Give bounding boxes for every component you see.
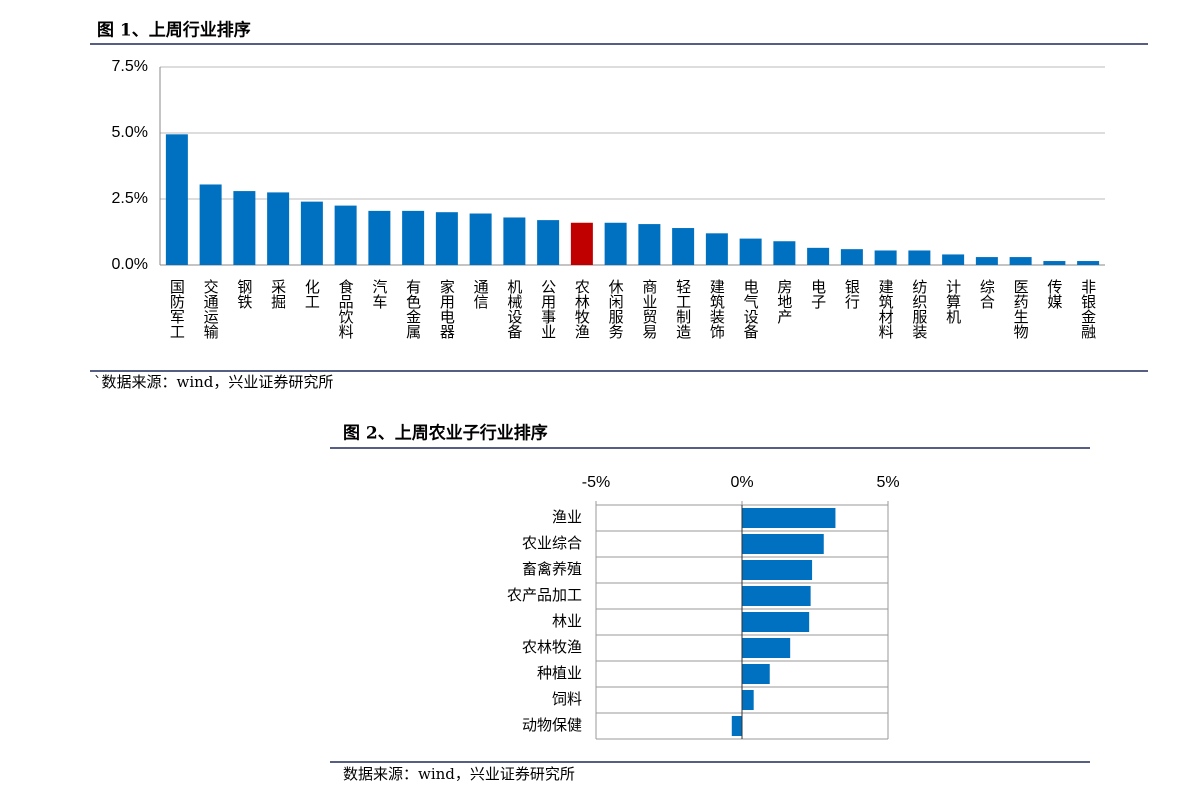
y-tick-label: 农产品加工 [507, 586, 582, 604]
bar [742, 508, 836, 528]
bar [672, 228, 695, 265]
bar [199, 184, 222, 265]
x-tick-label: 食品饮料 [337, 279, 355, 339]
bar [1077, 261, 1100, 265]
bar [731, 716, 742, 736]
y-tick-label: 0.0% [112, 256, 148, 273]
bar [840, 249, 863, 265]
y-tick-label: 动物保健 [522, 716, 582, 734]
bar [742, 560, 813, 580]
x-tick-label: 休闲服务 [607, 279, 625, 340]
x-tick-label: 通信 [472, 279, 490, 309]
bar [537, 220, 560, 265]
bar [742, 638, 791, 658]
bar [165, 134, 188, 265]
y-tick-label: 渔业 [552, 508, 582, 526]
x-tick-label: 0% [730, 474, 753, 491]
bar [570, 222, 593, 265]
bar [638, 224, 661, 265]
x-tick-label: 机械设备 [505, 279, 523, 339]
x-tick-label: 国防军工 [168, 279, 186, 339]
y-tick-label: 饲料 [552, 690, 582, 708]
bar [233, 191, 256, 265]
y-tick-label: 种植业 [537, 664, 582, 682]
x-tick-label: 纺织服装 [910, 279, 928, 339]
x-tick-label: 商业贸易 [640, 279, 658, 339]
chart-title: 图 2、上周农业子行业排序 [343, 423, 548, 444]
bar [368, 210, 391, 265]
bar [300, 201, 323, 265]
bar [807, 247, 830, 265]
x-tick-label: 化工 [303, 279, 321, 309]
bar [435, 212, 458, 265]
bar [739, 238, 762, 265]
bar [742, 612, 810, 632]
y-tick-label: 畜禽养殖 [522, 560, 582, 578]
x-tick-label: 计算机 [944, 279, 962, 325]
bar [503, 217, 526, 265]
x-tick-label: 非银金融 [1079, 279, 1097, 339]
bar [1043, 261, 1066, 265]
x-tick-label: 交通运输 [202, 278, 220, 339]
x-tick-label: 汽车 [370, 279, 388, 309]
x-tick-label: 有色金属 [404, 279, 422, 339]
bar [874, 250, 897, 265]
x-tick-label: 电气设备 [742, 279, 760, 339]
y-tick-label: 7.5% [112, 58, 148, 75]
bar [1009, 257, 1032, 265]
x-tick-label: 5% [876, 474, 899, 491]
x-tick-label: 银行 [843, 279, 861, 310]
x-tick-label: 农林牧渔 [573, 279, 591, 339]
x-tick-label: 综合 [978, 279, 996, 309]
bar [773, 241, 796, 265]
bar [604, 222, 627, 265]
y-tick-label: 5.0% [112, 124, 148, 141]
bar [742, 664, 770, 684]
x-tick-label: 房地产 [775, 279, 793, 324]
y-tick-label: 农业综合 [522, 534, 582, 552]
y-tick-label: 农林牧渔 [522, 638, 582, 656]
x-tick-label: 钢铁 [235, 279, 253, 309]
x-tick-label: 建筑装饰 [708, 279, 726, 339]
bar [267, 192, 290, 265]
x-tick-label: 家用电器 [438, 279, 456, 339]
x-tick-label: 建筑材料 [877, 279, 895, 339]
source: `数据来源：wind，兴业证券研究所 [94, 373, 333, 391]
x-tick-label: 医药生物 [1012, 279, 1030, 340]
y-tick-label: 林业 [552, 612, 582, 630]
y-tick-label: 2.5% [112, 190, 148, 207]
x-tick-label: 电子 [809, 279, 827, 309]
x-tick-label: -5% [582, 474, 610, 491]
x-tick-label: 采掘 [269, 279, 287, 310]
chart-title: 图 1、上周行业排序 [97, 20, 251, 41]
bar [742, 586, 811, 606]
bar [742, 534, 824, 554]
x-tick-label: 传媒 [1045, 279, 1063, 309]
bar [334, 205, 357, 265]
bar [705, 233, 728, 265]
bar [908, 250, 931, 265]
source: 数据来源：wind，兴业证券研究所 [343, 765, 575, 783]
bar [975, 257, 998, 265]
bar [469, 213, 492, 265]
x-tick-label: 轻工制造 [674, 279, 692, 340]
bar [942, 254, 965, 265]
bar [742, 690, 754, 710]
x-tick-label: 公用事业 [539, 279, 557, 339]
bar [402, 210, 425, 265]
